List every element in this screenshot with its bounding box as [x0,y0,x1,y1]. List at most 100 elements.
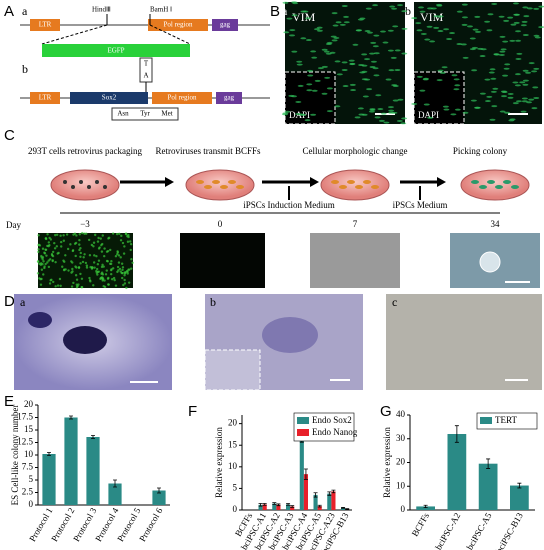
cell [114,284,118,287]
cell [62,239,66,242]
cell [75,283,79,286]
cell [525,71,532,74]
cell [125,286,128,290]
y-tick-label: 10 [24,449,34,459]
cell [96,263,100,266]
cell [122,252,126,255]
cell [101,263,104,267]
cell [454,108,461,111]
cell [71,185,75,189]
sub-label: a [282,4,288,18]
cell [486,95,493,98]
y-axis-label: Relative expression [382,427,392,498]
cell [420,32,427,35]
cell [305,39,312,42]
cell [121,276,124,280]
error-bar [454,425,459,443]
cell [334,60,341,63]
cell [532,86,539,89]
cell [514,84,521,87]
legend-label: Endo Sox2 [312,415,352,425]
cell [84,261,88,265]
cell [50,254,54,257]
cell [119,256,122,259]
cell [369,52,376,55]
cell [41,258,44,261]
legend-label: TERT [495,415,517,425]
cell [528,98,535,101]
bar [317,506,322,510]
x-tick-label: BCFFs [410,511,432,539]
cell [521,100,528,103]
cell [104,273,108,276]
y-tick-label: 12.5 [17,437,33,447]
cell [87,238,91,242]
cell [127,281,131,284]
micrograph [310,233,400,288]
cell [56,284,60,287]
cell [515,30,522,33]
cell [105,259,109,263]
cell [460,43,467,46]
cell [471,69,478,72]
colony [28,312,52,328]
error-bar [290,505,295,508]
cell [53,247,57,250]
cell [314,79,321,82]
cell [85,232,88,235]
cell [291,95,298,98]
cell [196,180,204,184]
cell [474,30,481,33]
panel-label: C [4,127,15,144]
cell [331,39,338,42]
cell [437,15,444,18]
cell [522,83,529,86]
cell [71,267,74,271]
cell [102,285,105,288]
cell [119,270,122,273]
cell [129,240,132,243]
cell [282,112,289,115]
codon: Tyr [140,110,150,118]
cell [85,264,89,267]
cell [101,279,104,282]
cell [433,26,440,29]
cell [349,83,356,86]
cell [488,71,495,74]
cell [372,4,379,7]
cell [103,279,106,282]
cell [47,241,51,244]
cell [121,271,124,275]
y-tick-label: 30 [396,433,406,443]
cell [46,261,49,264]
cell [129,267,133,270]
cell [419,89,426,92]
y-tick-label: 15 [228,439,238,449]
cell [456,43,463,46]
cell [373,74,380,77]
panel-d: D a b c [4,293,542,391]
cell [81,231,84,235]
cell [533,67,540,70]
cell [286,17,293,20]
cell [53,241,56,245]
ltr-box [30,19,60,31]
cell [55,233,59,236]
bar [299,432,304,510]
cell [347,180,355,184]
bar [290,506,295,510]
cell [451,74,458,77]
cell [418,6,425,9]
y-tick-label: 5 [233,482,238,492]
cell [430,7,437,10]
cell [370,41,377,44]
micrograph [180,233,265,288]
cell [401,52,408,55]
cell [361,78,368,81]
cell [96,270,100,274]
cell [477,47,484,50]
cell [289,29,296,32]
cell [365,7,372,10]
cell [59,234,62,237]
